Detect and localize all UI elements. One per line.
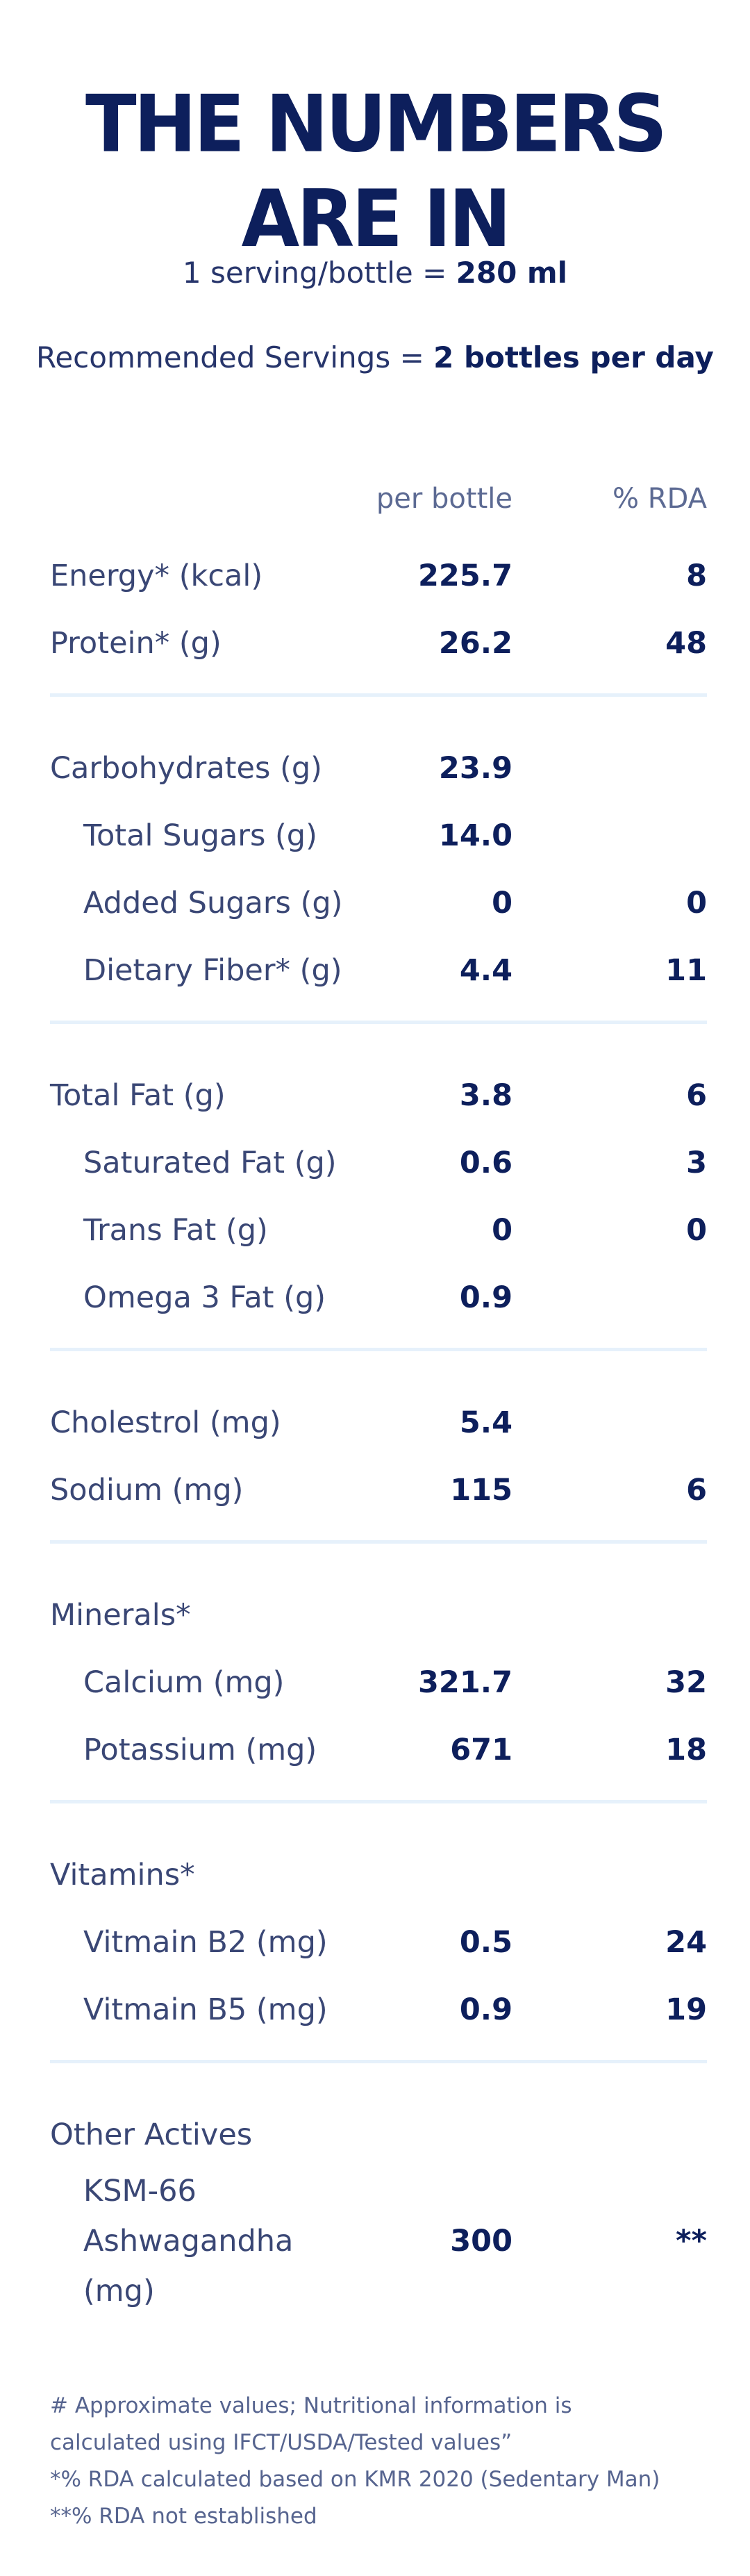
nutrient-row: Trans Fat (g) 0 0 [0, 1196, 750, 1264]
serving-size-label: 1 serving/bottle = [182, 256, 456, 290]
nutrient-row: Omega 3 Fat (g) 0.9 [0, 1264, 750, 1331]
rda-value: 8 [686, 558, 707, 593]
per-bottle-value: 671 [450, 1732, 512, 1767]
nutrient-label: KSM-66 Ashwagandha (mg) [83, 2174, 294, 2309]
rda-value: 11 [665, 952, 707, 988]
page-title: THE NUMBERS ARE IN [85, 79, 667, 265]
nutrient-label: Sodium (mg) [50, 1472, 244, 1508]
nutrition-section: Total Fat (g) 3.8 6 Saturated Fat (g) 0.6 3 Tr… [0, 1062, 750, 1331]
nutrient-label: Omega 3 Fat (g) [83, 1280, 326, 1315]
nutrient-label: Vitmain B2 (mg) [83, 1924, 328, 1960]
per-bottle-value: 3.8 [459, 1078, 512, 1113]
nutrient-label: Vitmain B5 (mg) [83, 1992, 328, 2027]
serving-size: 1 serving/bottle = 280 ml [0, 254, 750, 292]
rda-value: 6 [686, 1472, 707, 1508]
nutrient-label: Cholestrol (mg) [50, 1405, 281, 1440]
nutrient-row: Protein* (g) 26.2 48 [0, 609, 750, 677]
per-bottle-value: 23.9 [438, 750, 512, 786]
footnotes: # Approximate values; Nutritional inform… [50, 2388, 689, 2535]
serving-size-value: 280 ml [456, 256, 568, 290]
section-divider [50, 2060, 707, 2063]
per-bottle-value: 5.4 [459, 1405, 512, 1440]
per-bottle-value: 0 [492, 1212, 512, 1248]
recommended-servings-label: Recommended Servings = [36, 340, 434, 374]
recommended-servings-value: 2 bottles per day [433, 340, 714, 374]
per-bottle-value: 4.4 [459, 952, 512, 988]
per-bottle-value: 321.7 [417, 1665, 512, 1700]
rda-value: 24 [665, 1924, 707, 1960]
section-divider [50, 1540, 707, 1544]
nutrient-label: Carbohydrates (g) [50, 750, 322, 786]
rda-value: 0 [686, 885, 707, 920]
column-header-rda: % RDA [612, 483, 707, 515]
nutrient-label: Total Fat (g) [50, 1078, 226, 1113]
nutrient-row: Total Fat (g) 3.8 6 [0, 1062, 750, 1129]
nutrient-label: Saturated Fat (g) [83, 1145, 337, 1180]
nutrient-label: Trans Fat (g) [83, 1212, 268, 1248]
nutrient-label: Calcium (mg) [83, 1665, 285, 1700]
recommended-servings: Recommended Servings = 2 bottles per day [0, 338, 750, 377]
nutrition-section: Minerals* Calcium (mg) 321.7 32 Potassium (m… [0, 1581, 750, 1783]
nutrient-label: Energy* (kcal) [50, 558, 263, 593]
nutrient-row: Vitmain B5 (mg) 0.9 19 [0, 1976, 750, 2043]
nutrient-row: Vitmain B2 (mg) 0.5 24 [0, 1908, 750, 1976]
nutrient-label: Minerals* [50, 1597, 191, 1633]
nutrient-row: Saturated Fat (g) 0.6 3 [0, 1129, 750, 1196]
per-bottle-value: 0 [492, 885, 512, 920]
section-divider [50, 1021, 707, 1024]
column-header-per-bottle: per bottle [376, 483, 512, 515]
nutrient-row: Energy* (kcal) 225.7 8 [0, 542, 750, 609]
nutrition-section: Cholestrol (mg) 5.4 Sodium (mg) 115 6 [0, 1389, 750, 1524]
nutrient-row: Dietary Fiber* (g) 4.4 11 [0, 936, 750, 1004]
nutrient-label: Added Sugars (g) [83, 885, 343, 920]
nutrient-row: KSM-66 Ashwagandha (mg) 300 ** [0, 2168, 750, 2314]
nutrient-label: Other Actives [50, 2117, 253, 2152]
nutrient-label: Vitamins* [50, 1857, 195, 1892]
nutrient-label: Dietary Fiber* (g) [83, 952, 342, 988]
rda-value: ** [676, 2224, 707, 2259]
nutrition-section: Vitamins* Vitmain B2 (mg) 0.5 24 Vitmain B5 … [0, 1841, 750, 2043]
per-bottle-value: 0.9 [459, 1992, 512, 2027]
nutrient-row: Minerals* [0, 1581, 750, 1649]
nutrient-label: Protein* (g) [50, 625, 222, 661]
rda-value: 3 [686, 1145, 707, 1180]
nutrient-row: Carbohydrates (g) 23.9 [0, 734, 750, 802]
nutrient-label: Potassium (mg) [83, 1732, 317, 1767]
rda-value: 18 [665, 1732, 707, 1767]
rda-value: 0 [686, 1212, 707, 1248]
rda-value: 32 [665, 1665, 707, 1700]
nutrition-section: Carbohydrates (g) 23.9 Total Sugars (g) 14.… [0, 734, 750, 1004]
nutrition-section: Other Actives KSM-66 Ashwagandha (mg) 300 *… [0, 2101, 750, 2314]
nutrition-section: Energy* (kcal) 225.7 8 Protein* (g) 26.2 48 [0, 542, 750, 677]
nutrient-row: Vitamins* [0, 1841, 750, 1908]
section-divider [50, 1800, 707, 1803]
nutrition-table: Energy* (kcal) 225.7 8 Protein* (g) 26.2 48 Ca… [0, 542, 750, 2314]
nutrient-row: Cholestrol (mg) 5.4 [0, 1389, 750, 1456]
footnote: *% RDA calculated based on KMR 2020 (Sed… [50, 2467, 660, 2492]
per-bottle-value: 0.9 [459, 1280, 512, 1315]
section-divider [50, 1348, 707, 1351]
nutrient-row: Added Sugars (g) 0 0 [0, 869, 750, 936]
rda-value: 19 [665, 1992, 707, 2027]
per-bottle-value: 115 [450, 1472, 512, 1508]
per-bottle-value: 14.0 [438, 818, 512, 853]
nutrient-row: Calcium (mg) 321.7 32 [0, 1649, 750, 1716]
nutrient-label: Total Sugars (g) [83, 818, 317, 853]
per-bottle-value: 0.6 [459, 1145, 512, 1180]
nutrient-row: Other Actives [0, 2101, 750, 2168]
section-divider [50, 693, 707, 697]
rda-value: 6 [686, 1078, 707, 1113]
per-bottle-value: 26.2 [438, 625, 512, 661]
nutrient-row: Sodium (mg) 115 6 [0, 1456, 750, 1524]
footnote: **% RDA not established [50, 2504, 317, 2529]
per-bottle-value: 0.5 [459, 1924, 512, 1960]
footnote: # Approximate values; Nutritional inform… [50, 2393, 572, 2455]
per-bottle-value: 300 [450, 2224, 512, 2259]
nutrient-row: Total Sugars (g) 14.0 [0, 802, 750, 869]
per-bottle-value: 225.7 [417, 558, 512, 593]
nutrient-row: Potassium (mg) 671 18 [0, 1716, 750, 1783]
rda-value: 48 [665, 625, 707, 661]
